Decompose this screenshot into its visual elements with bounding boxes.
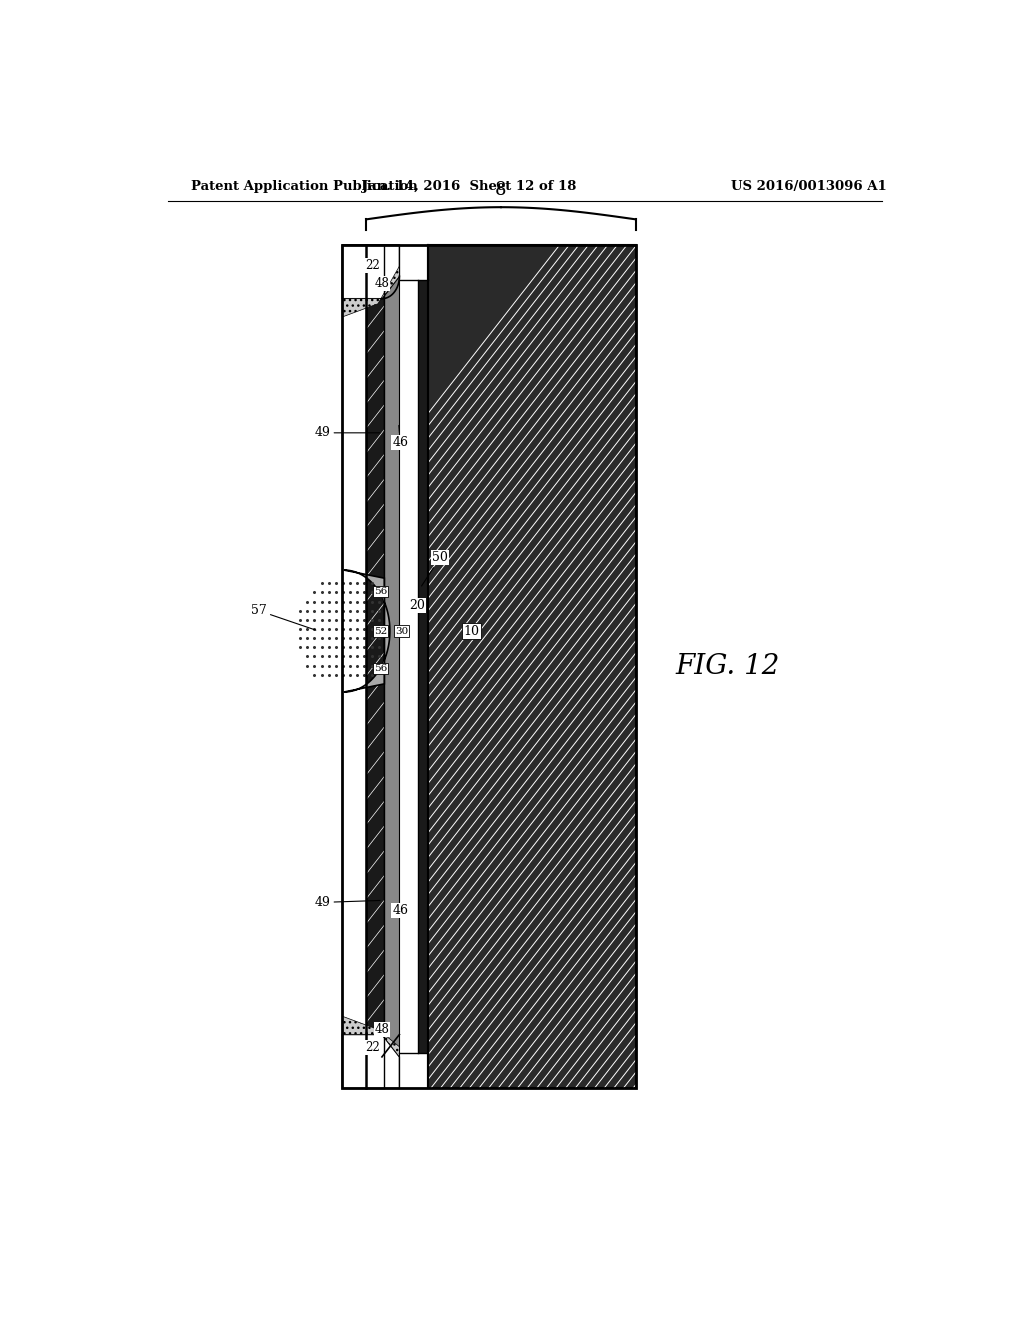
Text: 49: 49	[314, 426, 380, 440]
Text: 56: 56	[374, 587, 387, 595]
Text: 22: 22	[365, 1041, 380, 1055]
Bar	[384, 244, 399, 1089]
Text: FIG. 12: FIG. 12	[675, 653, 779, 680]
Bar	[428, 244, 636, 1089]
Text: 57: 57	[251, 605, 315, 630]
Text: 46: 46	[392, 425, 409, 450]
Text: 46: 46	[392, 904, 409, 917]
Bar	[367, 244, 384, 1089]
Text: US 2016/0013096 A1: US 2016/0013096 A1	[731, 181, 887, 193]
Polygon shape	[342, 244, 399, 298]
Text: 8: 8	[496, 181, 507, 199]
Text: Patent Application Publication: Patent Application Publication	[191, 181, 418, 193]
Polygon shape	[342, 1016, 399, 1057]
Polygon shape	[344, 570, 390, 692]
Text: Jan. 14, 2016  Sheet 12 of 18: Jan. 14, 2016 Sheet 12 of 18	[362, 181, 577, 193]
Text: 10: 10	[464, 624, 479, 638]
Text: 22: 22	[365, 259, 380, 272]
Text: 20: 20	[409, 599, 425, 612]
Text: 49: 49	[314, 896, 380, 909]
Bar	[399, 280, 428, 1053]
Bar	[342, 244, 636, 1089]
Bar	[334, 589, 384, 673]
Polygon shape	[342, 1035, 399, 1089]
Text: 30: 30	[395, 627, 409, 635]
Text: 52: 52	[374, 627, 387, 635]
Text: 48: 48	[375, 1023, 389, 1036]
Text: 50: 50	[422, 552, 447, 586]
Text: 48: 48	[375, 277, 389, 290]
Polygon shape	[342, 267, 399, 317]
Text: 56: 56	[374, 664, 387, 673]
Bar	[418, 280, 428, 1053]
